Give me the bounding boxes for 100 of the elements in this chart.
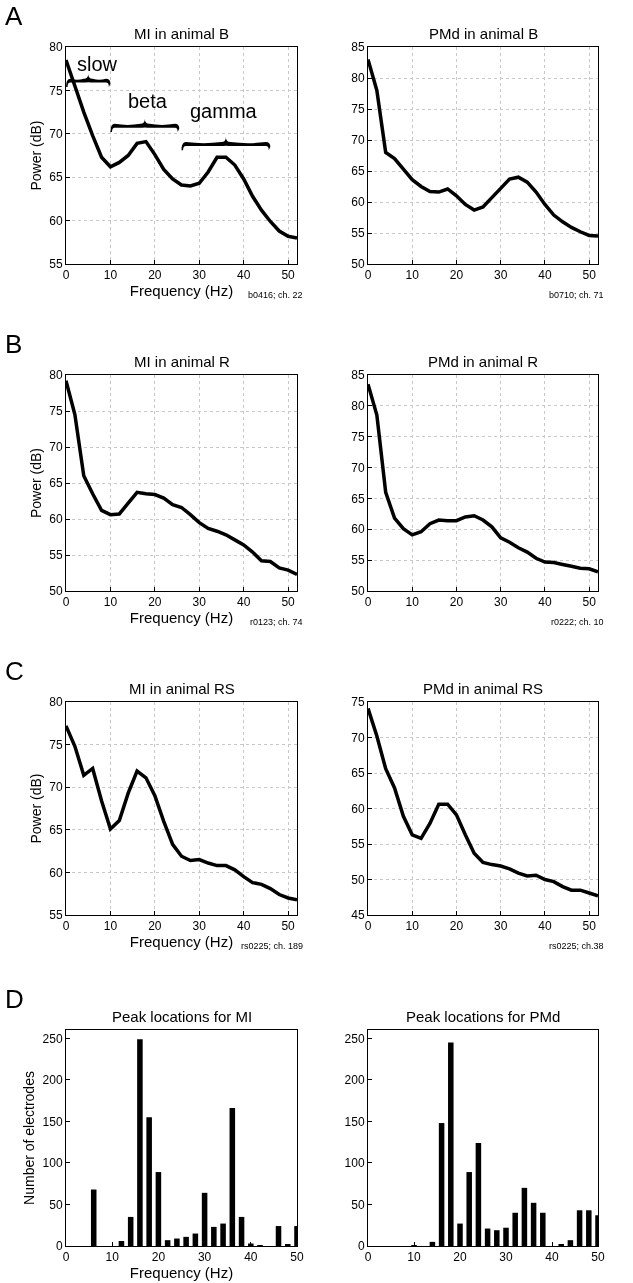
y-tick-label: 60 [49,213,63,228]
y-axis-title: Power (dB) [27,120,44,191]
y-tick-label: 65 [49,476,63,491]
x-tick-label: 30 [494,595,508,610]
chart-title: Peak locations for MI [112,1008,253,1025]
y-tick-label: 70 [351,133,365,148]
y-tick-label: 75 [351,102,365,117]
y-tick-label: 55 [49,908,63,923]
x-tick-label: 30 [192,595,207,610]
y-tick-label: 70 [49,780,63,795]
x-tick-label: 20 [449,268,464,283]
y-tick-label: 200 [344,1073,365,1088]
y-tick-label: 55 [49,548,63,563]
x-tick-label: 10 [105,1250,120,1265]
x-tick-label: 20 [449,919,464,934]
annotation: beta [128,90,168,112]
y-tick-label: 50 [49,1197,63,1212]
y-tick-label: 45 [351,908,365,923]
x-tick-label: 40 [538,268,552,283]
y-tick-label: 70 [351,730,365,745]
x-tick-label: 50 [281,268,296,283]
y-tick-label: 75 [49,83,63,98]
x-tick-label: 40 [545,1250,559,1265]
x-tick-label: 30 [494,919,508,934]
x-tick-label: 30 [192,919,207,934]
x-tick-label: 10 [103,268,118,283]
x-tick-label: 30 [197,1250,212,1265]
y-tick-label: 60 [49,512,63,527]
x-axis-title: Frequency (Hz) [129,1264,234,1282]
y-tick-label: 55 [351,837,365,852]
y-tick-label: 80 [49,368,63,383]
y-tick-label: 75 [351,429,365,444]
y-tick-label: 50 [49,584,63,599]
x-tick-label: 20 [151,1250,166,1265]
y-tick-label: 50 [351,584,365,599]
annotation: slow [77,53,118,75]
y-tick-label: 70 [49,127,63,141]
x-tick-label: 40 [237,919,251,934]
y-tick-label: 60 [351,801,365,816]
text: r0222; ch. 10 [551,617,604,627]
chart-title: MI in animal R [134,353,231,370]
chart-title: PMd in animal RS [423,680,544,697]
y-tick-label: 60 [351,522,365,537]
x-tick-label: 10 [103,919,118,934]
x-tick-label: 10 [103,595,118,610]
y-tick-label: 70 [49,440,63,455]
y-tick-label: 85 [351,40,365,55]
y-tick-label: 65 [351,164,365,179]
x-axis-title: Frequency (Hz) [129,609,234,627]
x-tick-label: 50 [582,919,597,934]
x-tick-label: 40 [538,919,552,934]
chart-title: MI in animal RS [129,680,235,697]
y-tick-label: 65 [49,170,63,185]
y-tick-label: 250 [42,1031,63,1046]
y-tick-label: 60 [351,195,365,210]
y-tick-label: 0 [357,1239,365,1254]
y-axis-title: Power (dB) [27,447,44,519]
x-tick-label: 30 [499,1250,513,1265]
x-tick-label: 10 [405,268,420,283]
x-tick-label: 50 [290,1250,304,1265]
y-tick-label: 65 [351,491,365,506]
text: b0416; ch. 22 [248,290,303,300]
annotation: gamma [190,100,258,122]
y-axis-title: Number of electrodes [21,1071,38,1205]
y-tick-label: 75 [49,737,63,752]
y-tick-label: 50 [351,1197,365,1212]
y-tick-label: 55 [351,226,365,241]
x-tick-label: 40 [244,1250,258,1265]
text: B [5,329,23,359]
x-tick-label: 40 [538,595,552,610]
x-tick-label: 20 [148,919,162,934]
x-axis-title: Frequency (Hz) [129,282,234,300]
y-tick-label: 65 [49,823,63,837]
y-tick-label: 50 [351,872,365,887]
text: C [5,656,24,686]
text: A [5,1,23,31]
x-tick-label: 40 [237,268,251,283]
y-tick-label: 75 [49,404,63,419]
chart-title: Peak locations for PMd [406,1008,561,1025]
y-tick-label: 75 [351,695,365,710]
text: D [5,984,24,1014]
y-tick-label: 55 [351,553,365,568]
y-tick-label: 50 [351,257,365,272]
text: r0123; ch. 74 [250,617,303,627]
x-tick-label: 50 [281,919,296,934]
x-tick-label: 20 [453,1250,467,1265]
y-tick-label: 150 [42,1114,63,1129]
x-tick-label: 20 [148,595,162,610]
y-tick-label: 80 [351,71,365,86]
y-tick-label: 70 [351,460,365,475]
chart-title: PMd in animal R [428,353,539,370]
x-tick-label: 20 [449,595,464,610]
y-tick-label: 60 [49,865,63,880]
y-axis-title: Power (dB) [27,773,44,844]
y-tick-label: 80 [49,695,63,710]
text: rs0225; ch.38 [549,941,604,951]
x-tick-label: 50 [281,595,296,610]
y-tick-label: 55 [49,257,63,272]
y-tick-label: 80 [351,399,365,414]
x-tick-label: 10 [405,595,420,610]
